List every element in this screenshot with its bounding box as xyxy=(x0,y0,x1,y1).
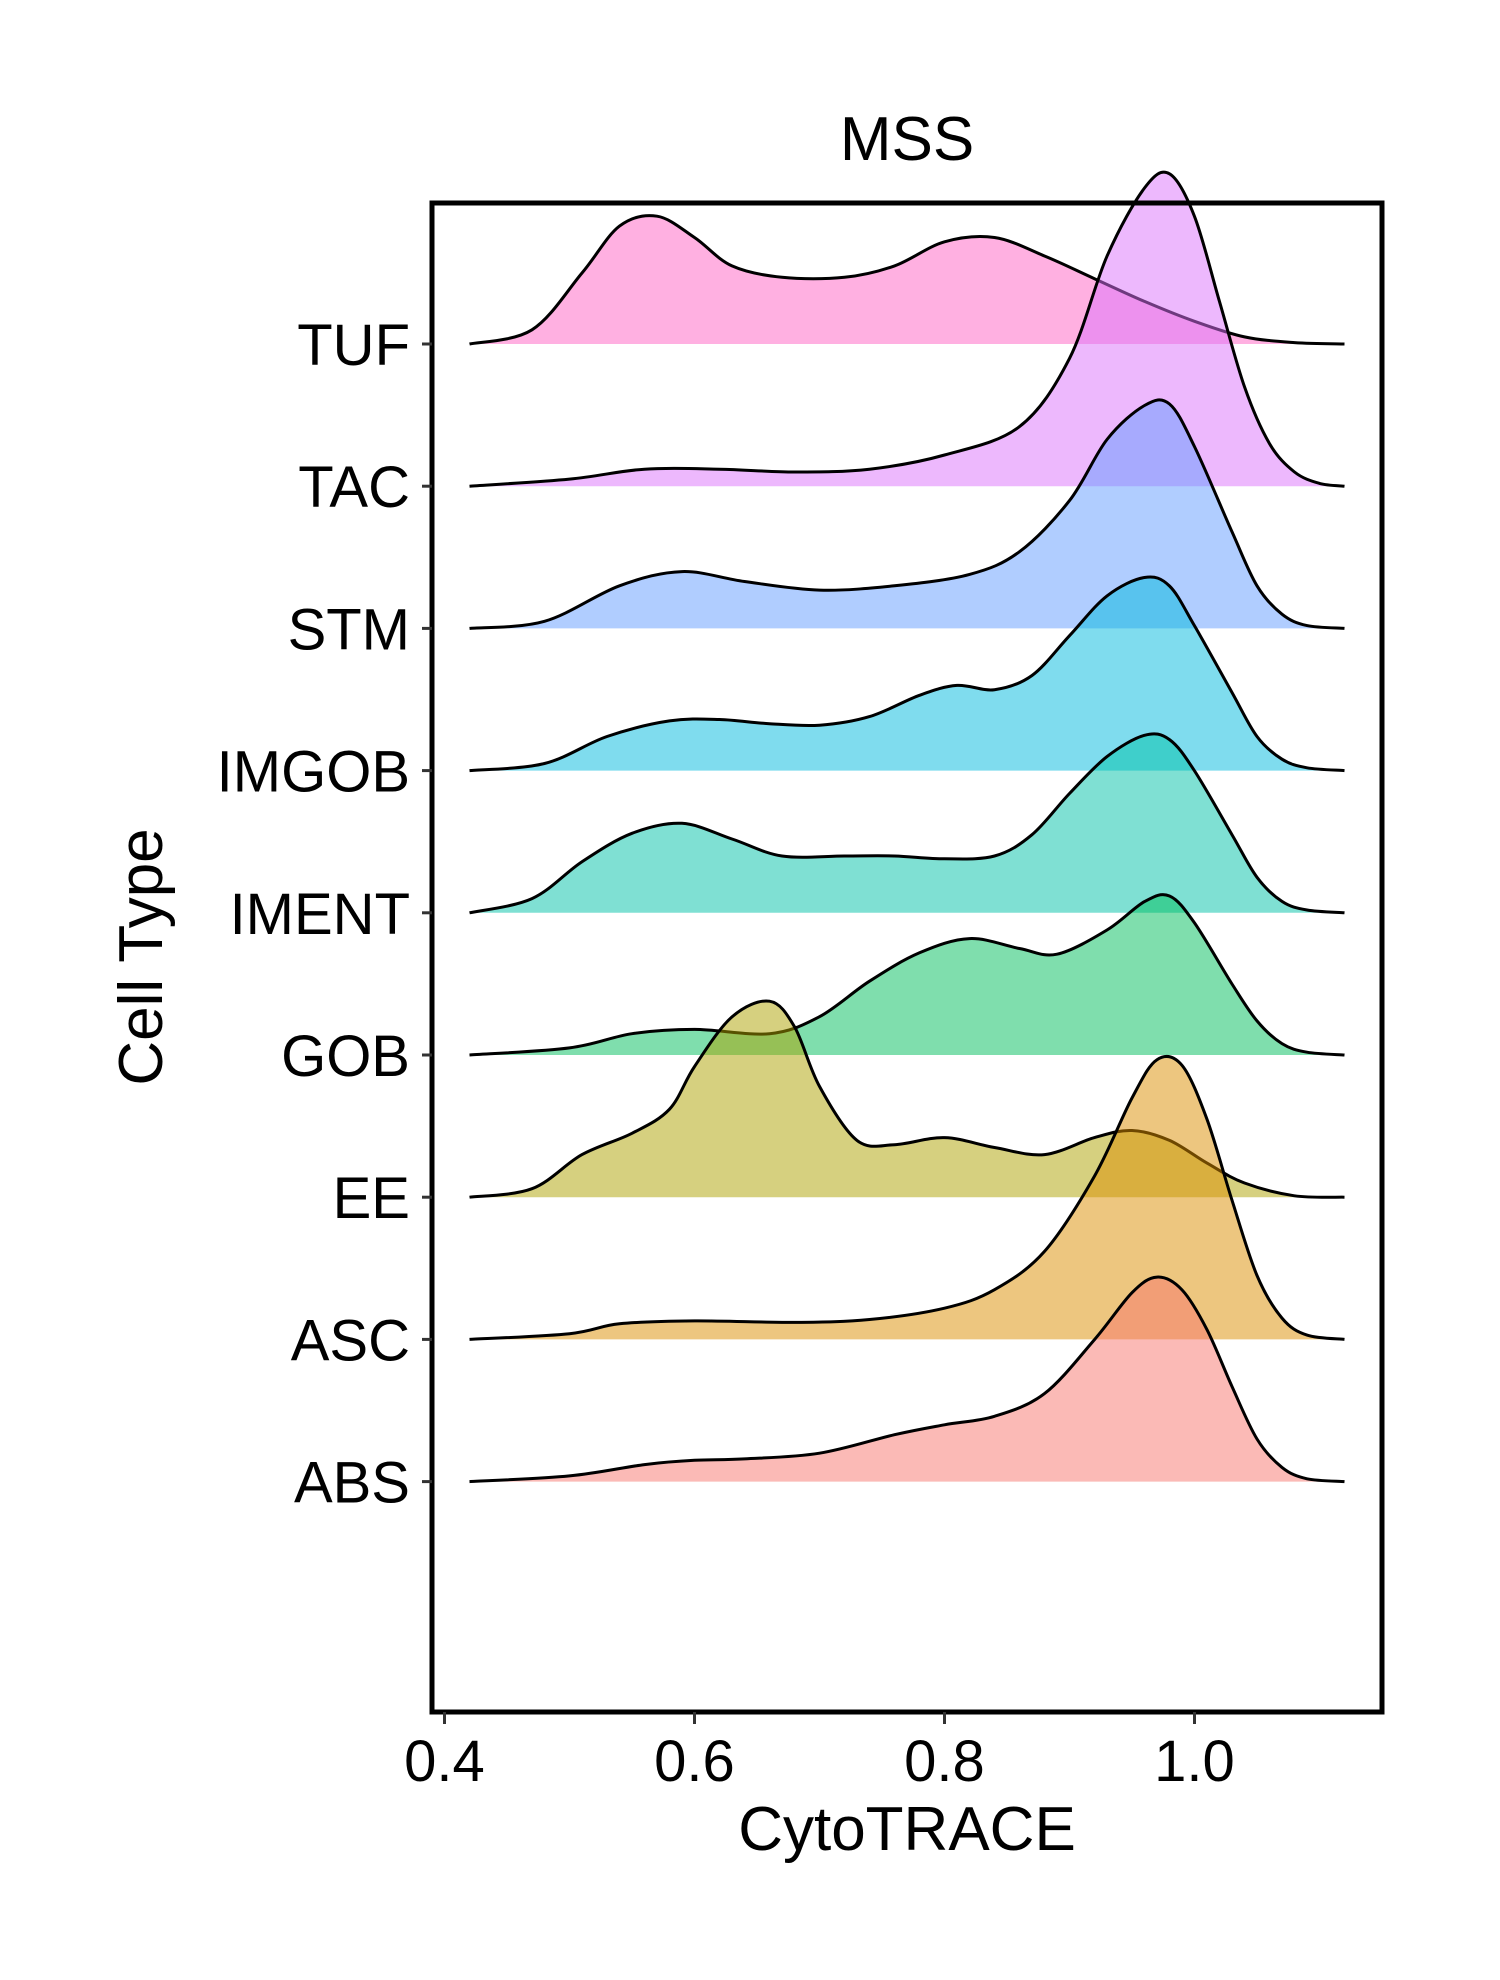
y-tick-label-gob: GOB xyxy=(281,1024,410,1089)
y-axis: TUF TAC STM IMGOB IMENT GOB EE ASC ABS xyxy=(217,313,432,1516)
ridges xyxy=(469,170,1345,1484)
ridge-fill-iment xyxy=(469,733,1345,913)
x-tick-label-1.0: 1.0 xyxy=(1154,1729,1235,1794)
plot-panel-border xyxy=(429,200,1385,1715)
ridge-line-gob xyxy=(469,893,1345,1057)
ridge-line-stm xyxy=(469,398,1345,630)
y-tick-label-imgob: IMGOB xyxy=(217,740,410,805)
y-tick-label-tac: TAC xyxy=(298,455,410,520)
ridge-line-abs xyxy=(469,1275,1345,1484)
ridge-line-imgob xyxy=(469,575,1345,773)
ridge-fill-abs xyxy=(469,1277,1345,1482)
y-tick-label-asc: ASC xyxy=(291,1308,410,1373)
ridge-fill-gob xyxy=(469,894,1345,1055)
y-tick-label-ee: EE xyxy=(333,1166,410,1231)
chart-title: MSS xyxy=(840,105,974,174)
ridge-fill-asc xyxy=(469,1056,1345,1340)
y-axis-title: Cell Type xyxy=(107,828,176,1085)
x-tick-label-0.4: 0.4 xyxy=(404,1729,485,1794)
y-tick-label-stm: STM xyxy=(288,597,410,662)
y-tick-label-tuf: TUF xyxy=(297,313,410,378)
ridge-line-tac xyxy=(469,170,1345,488)
ridge-line-iment xyxy=(469,732,1345,915)
x-tick-label-0.6: 0.6 xyxy=(654,1729,735,1794)
y-tick-label-abs: ABS xyxy=(294,1451,410,1516)
y-tick-label-iment: IMENT xyxy=(230,882,410,947)
x-axis-title: CytoTRACE xyxy=(738,1795,1076,1864)
ridge-fill-tac xyxy=(469,172,1345,487)
ridge-fill-stm xyxy=(469,399,1345,629)
ridge-fill-imgob xyxy=(469,576,1345,771)
ridge-line-asc xyxy=(469,1054,1345,1341)
x-axis: 0.4 0.6 0.8 1.0 xyxy=(404,1712,1235,1794)
x-tick-label-0.8: 0.8 xyxy=(904,1729,985,1794)
